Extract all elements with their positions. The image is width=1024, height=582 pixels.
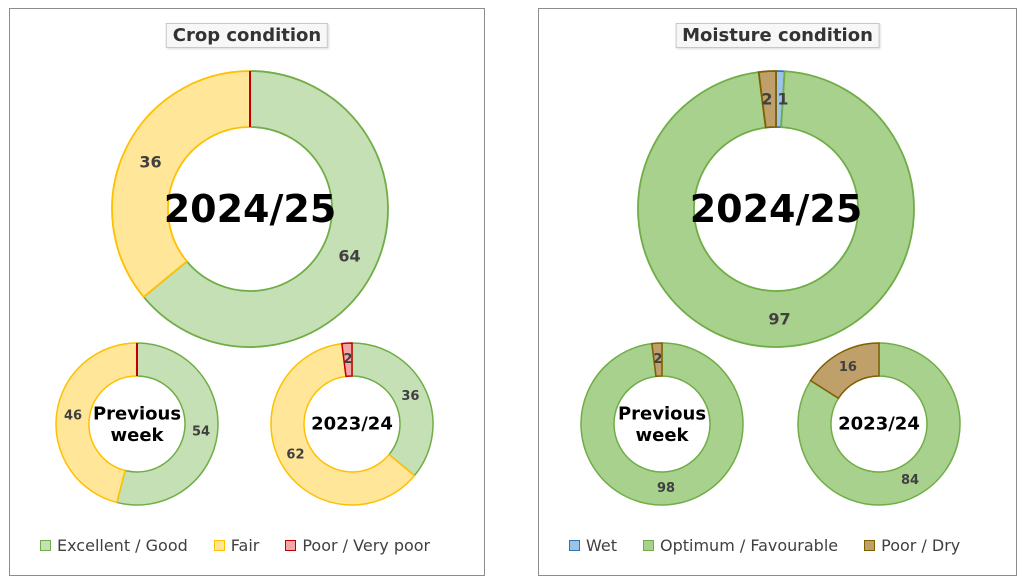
legend-swatch <box>643 540 654 551</box>
moisture-condition-title: Moisture condition <box>675 23 880 48</box>
data-label-optimum-favourable: 84 <box>901 473 919 488</box>
donut-center-label: 2023/24 <box>838 414 920 435</box>
slice-fair <box>111 70 251 299</box>
slice-optimum-favourable <box>580 342 744 506</box>
data-label-poor-dry: 2 <box>761 90 772 109</box>
data-label-excellent-good: 64 <box>338 246 360 265</box>
moisture-legend: Wet Optimum / Favourable Poor / Dry <box>569 536 960 555</box>
slice-excellent-good <box>115 342 219 506</box>
donut-center-label: 2023/24 <box>311 414 393 435</box>
slice-fair <box>270 342 416 506</box>
data-label-fair: 46 <box>64 408 82 423</box>
donut-crop-condition-2023-24: 36 62 2 2023/24 <box>270 342 434 506</box>
data-label-optimum-favourable: 98 <box>657 481 675 496</box>
legend-item-fair: Fair <box>213 536 260 555</box>
slice-poor-very-poor <box>341 342 353 378</box>
legend-item-optimum-favourable: Optimum / Favourable <box>643 536 838 555</box>
donut-moisture-condition-previous-week: 98 2 Previous week <box>580 342 744 506</box>
legend-label: Excellent / Good <box>57 536 188 555</box>
legend-item-excellent-good: Excellent / Good <box>40 536 188 555</box>
donut-moisture-condition-2023-24: 84 16 2023/24 <box>797 342 961 506</box>
data-label-poor-very-poor: 2 <box>343 352 352 367</box>
slice-poor-dry <box>651 342 663 378</box>
slice-poor-dry <box>757 70 777 129</box>
donut-center-label: Previous week <box>93 404 181 447</box>
slice-excellent-good <box>351 342 434 477</box>
legend-label: Optimum / Favourable <box>660 536 839 555</box>
donut-center-label: 2024/25 <box>164 187 337 231</box>
donut-moisture-condition-2024-25: 1 97 2 2024/25 <box>637 70 915 348</box>
data-label-optimum-favourable: 97 <box>768 309 790 328</box>
legend-item-wet: Wet <box>569 536 617 555</box>
donut-center-label: 2024/25 <box>690 187 863 231</box>
data-label-excellent-good: 36 <box>401 389 419 404</box>
legend-swatch <box>213 540 225 551</box>
legend-item-poor-very-poor: Poor / Very poor <box>285 536 430 555</box>
legend-label: Wet <box>586 536 617 555</box>
crop-legend: Excellent / Good Fair Poor / Very poor <box>40 536 430 555</box>
slice-optimum-favourable <box>637 70 915 348</box>
legend-label: Fair <box>230 536 260 555</box>
slice-excellent-good <box>142 70 389 348</box>
legend-item-poor-dry: Poor / Dry <box>864 536 960 555</box>
slice-poor-dry <box>809 342 880 400</box>
data-label-fair: 36 <box>139 153 161 172</box>
data-label-wet: 1 <box>777 90 788 109</box>
data-label-excellent-good: 54 <box>192 425 210 440</box>
legend-swatch <box>569 540 580 551</box>
donut-crop-condition-previous-week: 54 46 Previous week <box>55 342 219 506</box>
slice-fair <box>55 342 138 504</box>
data-label-poor-dry: 16 <box>839 360 857 375</box>
legend-label: Poor / Dry <box>881 536 961 555</box>
legend-label: Poor / Very poor <box>302 536 431 555</box>
legend-swatch <box>285 540 297 551</box>
donut-center-label: Previous week <box>618 404 706 447</box>
data-label-fair: 62 <box>286 448 304 463</box>
legend-swatch <box>864 540 876 551</box>
crop-condition-title: Crop condition <box>165 23 329 48</box>
legend-swatch <box>40 540 51 551</box>
slice-optimum-favourable <box>797 342 961 506</box>
data-label-poor-dry: 2 <box>653 352 662 367</box>
